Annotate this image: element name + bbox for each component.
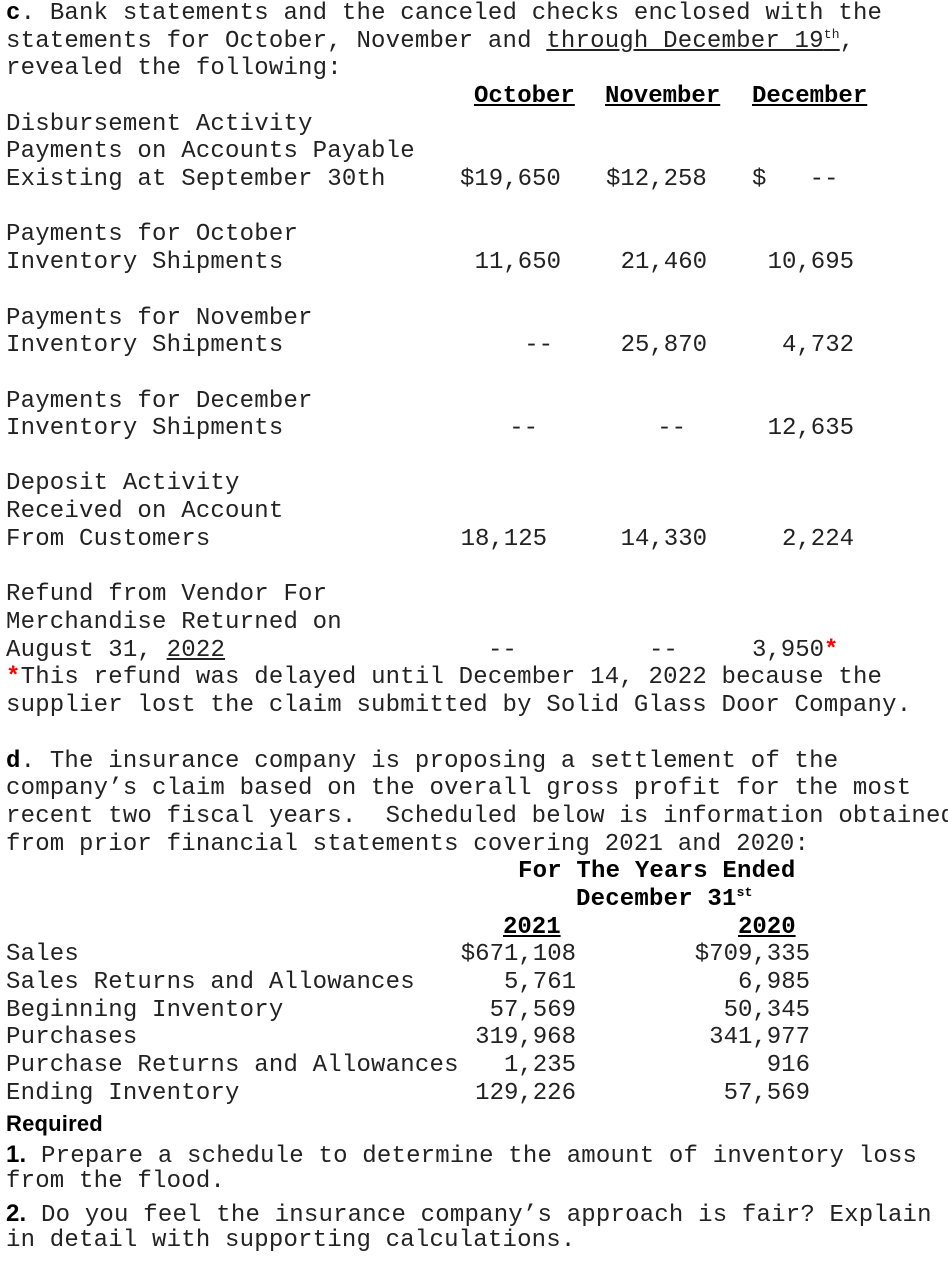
value-november: $12,258 [606,166,707,193]
footnote-marker: * [824,637,839,664]
value-december: 4,732 [781,332,854,359]
value-october: $19,650 [460,166,561,193]
footnote-line1: *This refund was delayed until December … [6,664,883,691]
value-2020: 57,569 [723,1080,810,1107]
required-item-2-line2: in detail with supporting calculations. [6,1227,576,1254]
section-c-label: c [6,0,21,27]
value-2021: 319,968 [475,1024,576,1051]
value-december: 12,635 [767,415,854,442]
required-item-1-line1: 1. Prepare a schedule to determine the a… [6,1141,918,1170]
column-header-december: December [752,83,868,110]
value-november: -- [649,637,678,664]
footnote-line2: supplier lost the claim submitted by Sol… [6,692,912,719]
section-c-intro-line1: c. Bank statements and the canceled chec… [6,0,883,27]
value-2021: 57,569 [489,997,576,1024]
section-d-intro-line2: company’s claim based on the overall gro… [6,775,912,802]
value-december: 10,695 [767,249,854,276]
value-november: 21,460 [620,249,707,276]
value-october: -- [488,637,517,664]
value-2021: 129,226 [475,1080,576,1107]
value-november: 25,870 [620,332,707,359]
value-2021: 5,761 [503,969,576,996]
value-november: -- [657,415,686,442]
underlined-date: through December 19th [546,27,840,55]
section-d-label: d [6,748,21,775]
value-october: 11,650 [474,249,561,276]
column-header-2020: 2020 [738,914,796,941]
years-ended-header-line2: December 31st [576,885,753,913]
required-item-2-line1: 2. Do you feel the insurance company’s a… [6,1200,932,1229]
value-2021: $671,108 [460,941,576,968]
value-november: 14,330 [620,526,707,553]
value-october: -- [524,332,553,359]
column-header-october: October [474,83,575,110]
section-c-intro-line3: revealed the following: [6,55,342,82]
value-2020: $709,335 [694,941,810,968]
required-item-1-line2: from the flood. [6,1168,226,1195]
value-december: 3,950* [752,637,839,664]
section-d-intro-line1: d. The insurance company is proposing a … [6,748,839,775]
section-d-intro-line3: recent two fiscal years. Scheduled below… [6,803,948,830]
section-c-intro-line2: statements for October, November and thr… [6,27,855,55]
section-d-intro-line4: from prior financial statements covering… [6,831,810,858]
value-2020: 50,345 [723,997,810,1024]
value-october: 18,125 [460,526,547,553]
value-2020: 341,977 [709,1024,810,1051]
value-2020: 6,985 [737,969,810,996]
value-2021: 1,235 [503,1052,576,1079]
value-2020: 916 [766,1052,810,1079]
value-december: 2,224 [781,526,854,553]
value-december: $ -- [752,166,839,193]
column-header-2021: 2021 [503,914,561,941]
years-ended-header-line1: For The Years Ended [518,858,796,885]
required-heading: Required [6,1111,103,1136]
value-october: -- [509,415,538,442]
column-header-november: November [605,83,721,110]
